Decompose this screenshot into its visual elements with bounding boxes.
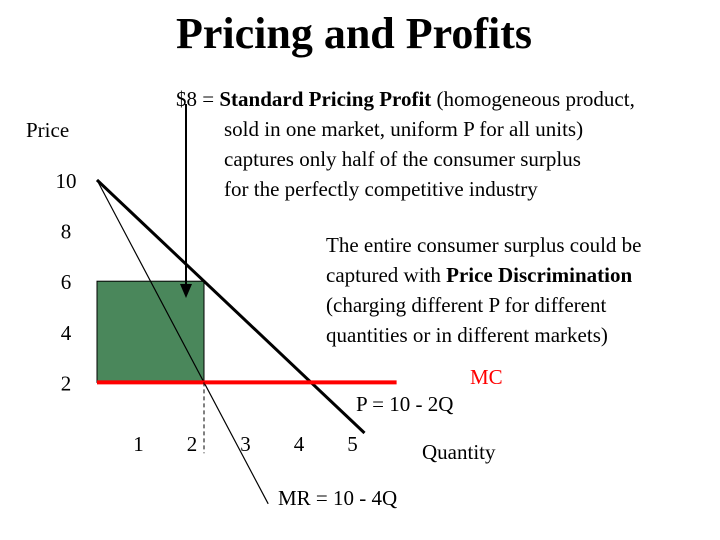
standard-pricing-note: $8 = Standard Pricing Profit (homogeneou… (176, 84, 716, 204)
demand-label: P = 10 - 2Q (356, 392, 454, 416)
x-tick-label: 1 (133, 432, 144, 456)
y-tick-label: 4 (61, 321, 72, 345)
slide-title: Pricing and Profits (175, 9, 533, 58)
x-tick-label: 4 (294, 432, 305, 456)
note-line4: for the perfectly competitive industry (224, 177, 538, 201)
pd-line2-plain: captured with (326, 263, 447, 287)
x-tick-label: 3 (240, 432, 251, 456)
pd-line1: The entire consumer surplus could be (326, 233, 642, 257)
x-tick-label: 2 (187, 432, 198, 456)
price-discrimination-note: The entire consumer surplus could be cap… (326, 230, 706, 350)
x-tick-label: 5 (347, 432, 358, 456)
mc-label: MC (470, 365, 503, 389)
note-prefix: $8 = (176, 87, 220, 111)
y-tick-label: 2 (61, 371, 72, 395)
annotation-arrow-head (180, 284, 192, 298)
mr-label: MR = 10 - 4Q (278, 486, 398, 510)
note-bold-term: Standard Pricing Profit (219, 87, 432, 111)
y-axis-label: Price (26, 118, 70, 142)
pd-line4: quantities or in different markets) (326, 323, 608, 347)
demand-line (95, 178, 366, 435)
mr-line (96, 179, 269, 505)
pd-line2-bold: Price Discrimination (446, 263, 633, 287)
y-tick-label: 10 (56, 169, 77, 193)
note-line3: captures only half of the consumer surpl… (224, 147, 581, 171)
y-tick-label: 8 (61, 220, 72, 244)
y-tick-label: 6 (61, 270, 72, 294)
pd-line2: captured with Price Discrimination (326, 260, 706, 290)
profit-rectangle (96, 280, 205, 383)
x-axis-label: Quantity (422, 440, 496, 464)
pd-line3: (charging different P for different (326, 293, 607, 317)
note-line1-rest: (homogeneous product, (431, 87, 635, 111)
note-line2: sold in one market, uniform P for all un… (224, 117, 584, 141)
